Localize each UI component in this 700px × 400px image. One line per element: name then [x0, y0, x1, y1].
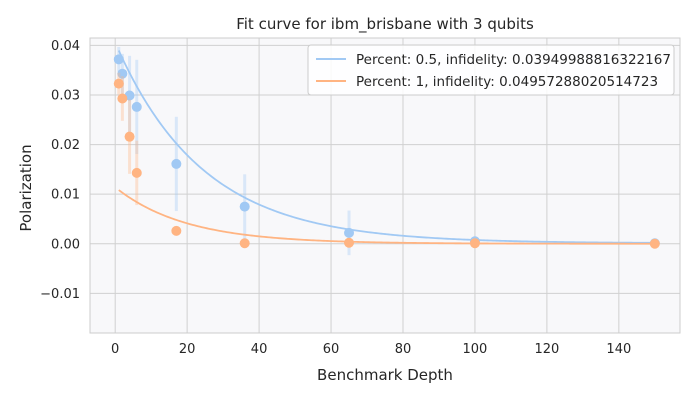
- data-point: [131, 167, 142, 178]
- y-tick-label: 0.03: [51, 89, 80, 104]
- y-tick-label: 0.01: [51, 188, 80, 203]
- y-tick-label: 0.00: [51, 237, 80, 252]
- x-tick-label: 80: [395, 342, 412, 357]
- legend-box: [307, 44, 675, 96]
- y-axis-label: Polarization: [17, 144, 35, 231]
- data-point: [239, 238, 250, 249]
- legend: Percent: 0.5, infidelity: 0.039499888163…: [307, 44, 675, 96]
- data-point: [239, 201, 250, 212]
- data-point: [124, 131, 135, 142]
- x-tick-label: 60: [323, 342, 340, 357]
- x-tick-label: 40: [251, 342, 268, 357]
- data-point: [344, 227, 355, 238]
- data-point: [469, 238, 480, 249]
- data-point: [113, 78, 124, 89]
- x-ticks: 0 20 40 60 80 100 120 140: [111, 342, 631, 357]
- data-point: [113, 54, 124, 65]
- chart-title: Fit curve for ibm_brisbane with 3 qubits: [236, 15, 534, 34]
- data-point: [344, 237, 355, 248]
- x-tick-label: 140: [606, 342, 631, 357]
- series-layer: [113, 46, 660, 256]
- data-point: [117, 68, 128, 79]
- data-point: [131, 101, 142, 112]
- fit-curve-line: [117, 50, 655, 244]
- y-tick-label: 0.02: [51, 138, 80, 153]
- legend-label-1: Percent: 1, infidelity: 0.04957288020514…: [356, 74, 658, 90]
- series-0: [113, 46, 660, 256]
- data-point: [171, 225, 182, 236]
- y-tick-label: −0.01: [40, 287, 80, 302]
- x-tick-label: 20: [179, 342, 196, 357]
- y-tick-label: 0.04: [51, 39, 80, 54]
- plot-frame: [89, 37, 681, 334]
- series-1: [113, 72, 660, 249]
- data-point: [649, 238, 660, 249]
- x-tick-label: 0: [111, 342, 119, 357]
- data-point: [171, 158, 182, 169]
- x-axis-label: Benchmark Depth: [317, 366, 453, 384]
- y-ticks: −0.01 0.00 0.01 0.02 0.03 0.04: [40, 39, 80, 302]
- data-point: [117, 93, 128, 104]
- x-tick-label: 120: [534, 342, 559, 357]
- x-tick-label: 100: [463, 342, 488, 357]
- legend-label-0: Percent: 0.5, infidelity: 0.039499888163…: [356, 52, 671, 68]
- fit-curve-line: [118, 189, 655, 245]
